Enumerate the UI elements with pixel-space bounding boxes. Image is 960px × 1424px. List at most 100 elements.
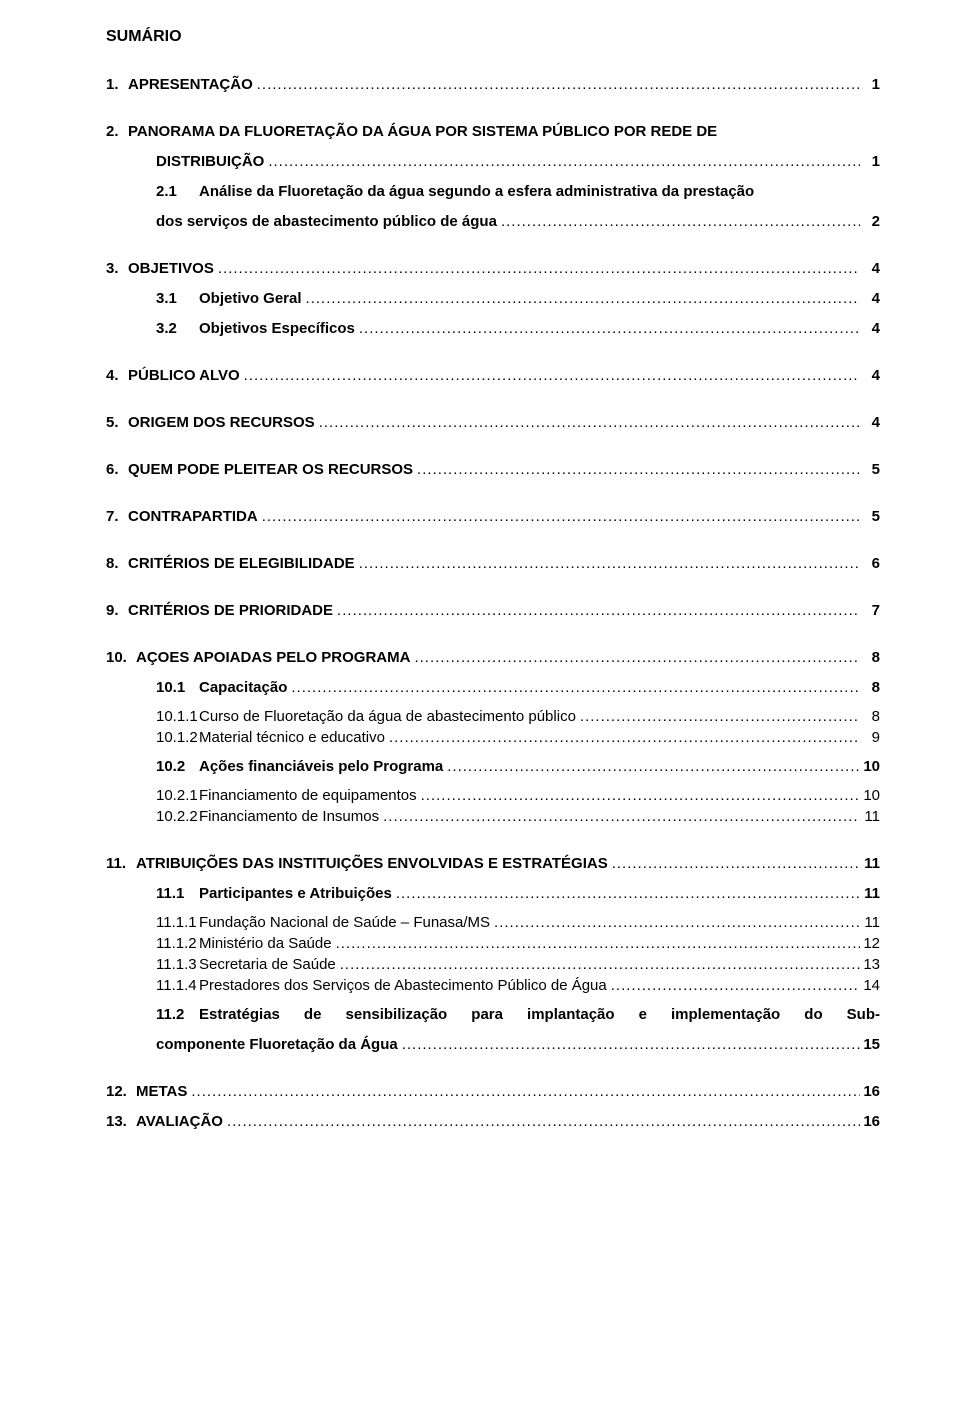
toc-gap	[106, 572, 880, 602]
toc-entry: componente Fluoretação da Água15	[106, 1036, 880, 1053]
toc-leader-dots	[355, 320, 860, 337]
toc-leader-dots	[413, 461, 860, 478]
toc-entry-number: 11.1.3	[156, 956, 199, 973]
toc-entry: 11.1.3 Secretaria de Saúde 13	[106, 956, 880, 973]
toc-entry-number: 12.	[106, 1083, 136, 1100]
toc-leader-dots	[336, 956, 860, 973]
toc-entry-label: componente Fluoretação da Água	[156, 1036, 398, 1053]
toc-entry: 11.1.2 Ministério da Saúde 12	[106, 935, 880, 952]
toc-leader-dots	[302, 290, 860, 307]
toc-entry-label: DISTRIBUIÇÃO	[156, 153, 264, 170]
toc-gap	[106, 307, 880, 320]
toc-leader-dots	[332, 935, 860, 952]
toc-entry-label: AVALIAÇÃO	[136, 1113, 223, 1130]
toc-entry: 7. CONTRAPARTIDA5	[106, 508, 880, 525]
toc-entry-page: 11	[860, 914, 880, 931]
toc-entry: 13. AVALIAÇÃO16	[106, 1113, 880, 1130]
toc-entry: 3.1 Objetivo Geral4	[106, 290, 880, 307]
toc-entry-number: 10.2.2	[156, 808, 199, 825]
toc-entry-number: 11.1.2	[156, 935, 199, 952]
toc-entry-number: 11.1	[156, 885, 199, 902]
toc-entry: 10.2.1 Financiamento de equipamentos 10	[106, 787, 880, 804]
toc-entry-page: 11	[860, 885, 880, 902]
toc-entry-label: Material técnico e educativo	[199, 729, 385, 746]
toc-gap	[106, 1100, 880, 1113]
toc-leader-dots	[410, 649, 860, 666]
toc-entry-number: 10.2.1	[156, 787, 199, 804]
toc-entry-label: Fundação Nacional de Saúde – Funasa/MS	[199, 914, 490, 931]
toc-entry-page: 11	[860, 808, 880, 825]
toc-leader-dots	[287, 679, 860, 696]
toc-entry-label: Financiamento de Insumos	[199, 808, 379, 825]
toc-entry: 2. PANORAMA DA FLUORETAÇÃO DA ÁGUA POR S…	[106, 123, 880, 140]
toc-entry: 10. AÇOES APOIADAS PELO PROGRAMA8	[106, 649, 880, 666]
toc-entry-label: PANORAMA DA FLUORETAÇÃO DA ÁGUA POR SIST…	[128, 123, 717, 140]
toc-entry-label: CONTRAPARTIDA	[128, 508, 258, 525]
toc-entry-page: 10	[860, 787, 880, 804]
toc-entry-page: 16	[860, 1083, 880, 1100]
toc-entry: 10.1.1 Curso de Fluoretação da água de a…	[106, 708, 880, 725]
toc-entry: 2.1 Análise da Fluoretação da água segun…	[106, 183, 880, 200]
toc-entry: 8. CRITÉRIOS DE ELEGIBILIDADE 6	[106, 555, 880, 572]
toc-leader-dots	[214, 260, 860, 277]
toc-entry-page: 10	[860, 758, 880, 775]
toc-entry: 11.2 Estratégias de sensibilização para …	[106, 1006, 880, 1023]
toc-entry-page: 16	[860, 1113, 880, 1130]
toc-entry-label: QUEM PODE PLEITEAR OS RECURSOS	[128, 461, 413, 478]
toc-entry-number: 1.	[106, 76, 128, 93]
toc-gap	[106, 431, 880, 461]
toc-entry-page: 1	[860, 76, 880, 93]
toc-entry-number: 11.1.1	[156, 914, 199, 931]
toc-entry: 11.1.4 Prestadores dos Serviços de Abast…	[106, 977, 880, 994]
toc-entry-label: CRITÉRIOS DE ELEGIBILIDADE	[128, 555, 355, 572]
toc-leader-dots	[223, 1113, 860, 1130]
toc-gap	[106, 825, 880, 855]
toc-entry: 6. QUEM PODE PLEITEAR OS RECURSOS 5	[106, 461, 880, 478]
toc-entry-number: 10.1	[156, 679, 199, 696]
toc-leader-dots	[607, 977, 860, 994]
toc-entry-page: 5	[860, 508, 880, 525]
toc-leader-dots	[187, 1083, 860, 1100]
toc-entry-page: 14	[860, 977, 880, 994]
page-title: SUMÁRIO	[106, 28, 880, 46]
toc-entry-number: 5.	[106, 414, 128, 431]
document-page: SUMÁRIO 1. APRESENTAÇÃO12. PANORAMA DA F…	[0, 0, 960, 1424]
toc-entry-page: 4	[860, 414, 880, 431]
toc-entry-number: 3.	[106, 260, 128, 277]
toc-gap	[106, 478, 880, 508]
toc-entry-number: 11.	[106, 855, 136, 872]
toc-entry-page: 6	[860, 555, 880, 572]
toc-gap	[106, 384, 880, 414]
toc-leader-dots	[240, 367, 860, 384]
toc-entry: 3.2 Objetivos Específicos4	[106, 320, 880, 337]
toc-entry-label: Capacitação	[199, 679, 287, 696]
toc-leader-dots	[379, 808, 860, 825]
toc-entry: 1. APRESENTAÇÃO 1	[106, 76, 880, 93]
toc-entry-number: 11.1.4	[156, 977, 199, 994]
toc-entry-label: PÚBLICO ALVO	[128, 367, 240, 384]
toc-entry-number: 11.2	[156, 1006, 199, 1023]
toc-entry: 10.1.2 Material técnico e educativo 9	[106, 729, 880, 746]
toc-entry: 11.1.1 Fundação Nacional de Saúde – Funa…	[106, 914, 880, 931]
toc-leader-dots	[355, 555, 860, 572]
toc-entry-label: Análise da Fluoretação da água segundo a…	[199, 183, 754, 200]
toc-entry-number: 8.	[106, 555, 128, 572]
toc-entry-page: 1	[860, 153, 880, 170]
toc-entry-label: APRESENTAÇÃO	[128, 76, 253, 93]
table-of-contents: 1. APRESENTAÇÃO12. PANORAMA DA FLUORETAÇ…	[106, 76, 880, 1130]
toc-entry-label: OBJETIVOS	[128, 260, 214, 277]
toc-leader-dots	[392, 885, 860, 902]
toc-entry: 9. CRITÉRIOS DE PRIORIDADE7	[106, 602, 880, 619]
toc-entry-label: Participantes e Atribuições	[199, 885, 392, 902]
toc-gap	[106, 619, 880, 649]
toc-entry-page: 5	[860, 461, 880, 478]
toc-entry-label: Prestadores dos Serviços de Abasteciment…	[199, 977, 607, 994]
toc-entry: 5. ORIGEM DOS RECURSOS4	[106, 414, 880, 431]
toc-entry-number: 6.	[106, 461, 128, 478]
toc-entry-label: Objetivo Geral	[199, 290, 302, 307]
toc-entry-number: 10.2	[156, 758, 199, 775]
toc-gap	[106, 277, 880, 290]
toc-entry-label: Estratégias de sensibilização para impla…	[199, 1006, 880, 1023]
toc-entry-label: CRITÉRIOS DE PRIORIDADE	[128, 602, 333, 619]
toc-leader-dots	[576, 708, 860, 725]
